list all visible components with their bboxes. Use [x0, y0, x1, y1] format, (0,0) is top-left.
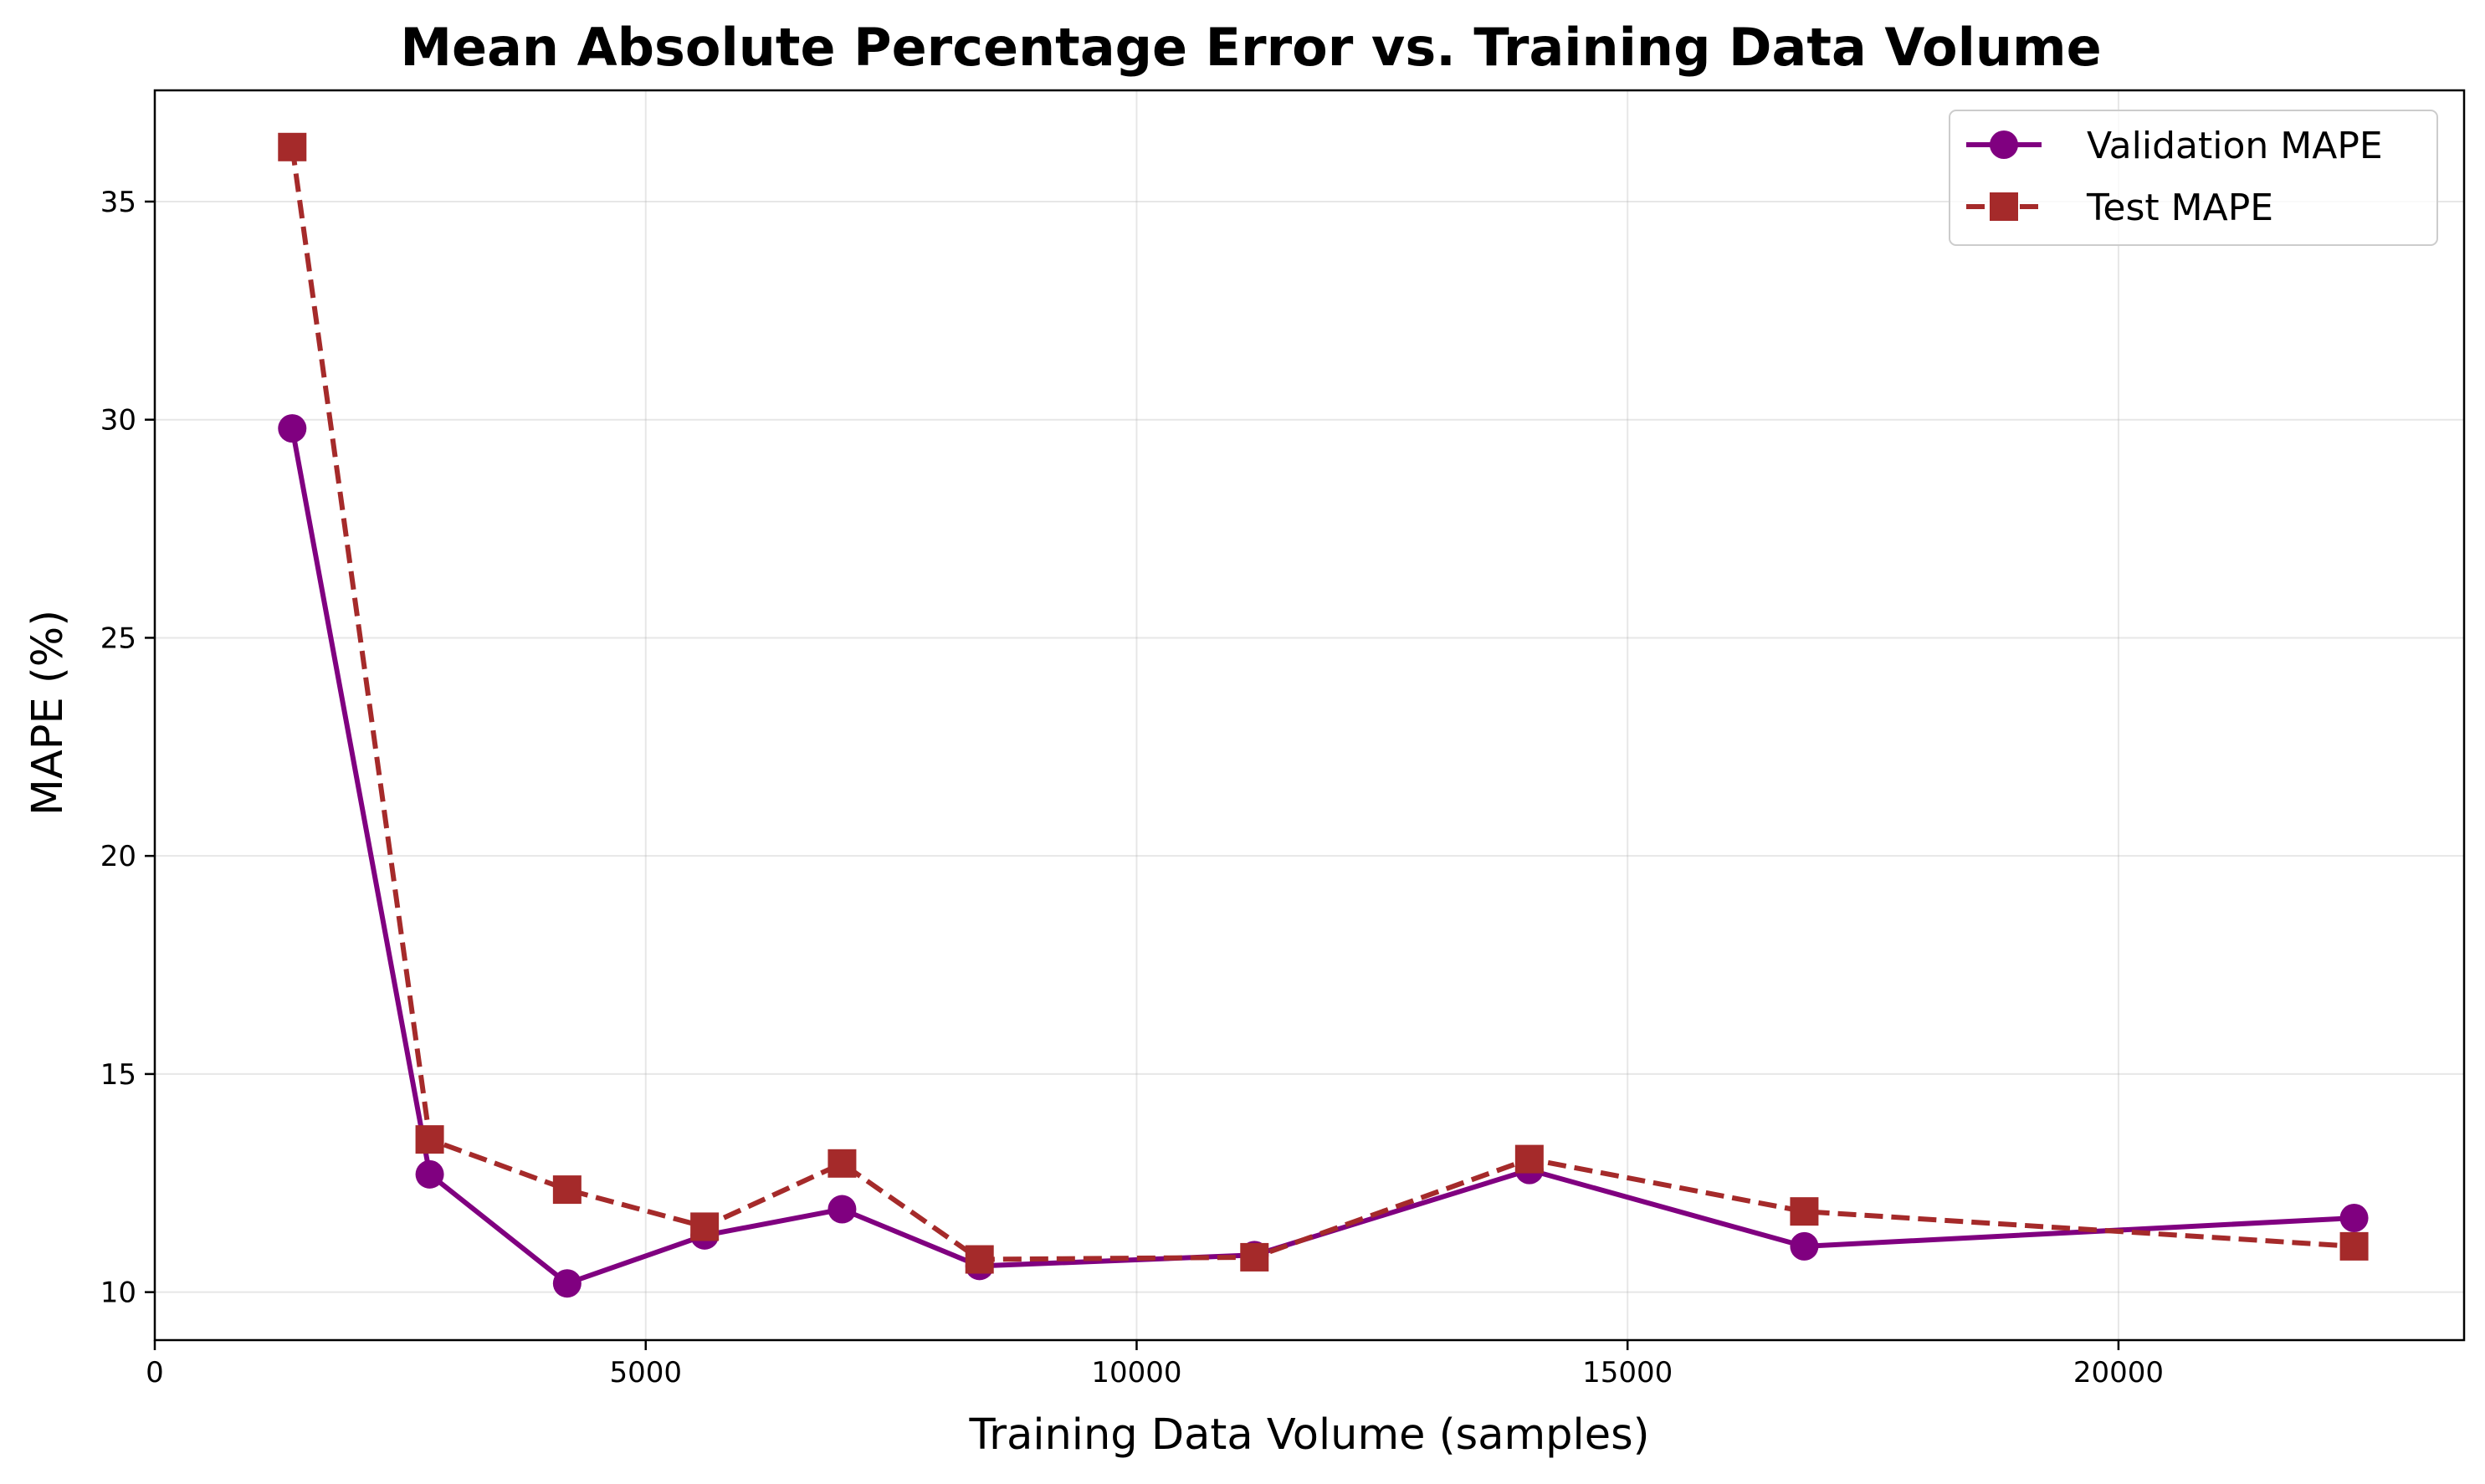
data-point: [552, 1175, 582, 1205]
plot-frame: [153, 89, 2466, 1342]
legend-label: Test MAPE: [2086, 187, 2273, 229]
legend-marker: [1990, 192, 2018, 221]
series-line: [289, 146, 2354, 1262]
data-point: [552, 1269, 582, 1298]
y-tick-label: 25: [100, 622, 136, 655]
legend-label: Validation MAPE: [2087, 125, 2383, 167]
x-tick-label: 5000: [609, 1356, 682, 1389]
data-point: [2339, 1231, 2369, 1261]
data-point: [690, 1212, 720, 1241]
data-point: [827, 1195, 857, 1224]
x-axis-ticks: 0 5000 10000 15000 20000: [146, 1340, 2164, 1389]
y-tick-label: 35: [100, 186, 136, 219]
data-point: [2339, 1203, 2369, 1232]
x-tick-label: 10000: [1091, 1356, 1181, 1389]
y-tick-label: 15: [100, 1058, 136, 1092]
y-axis-ticks: 10 15 20 25 30 35: [100, 186, 155, 1310]
data-point: [278, 132, 307, 161]
legend-entry: Test MAPE: [1966, 187, 2273, 229]
data-point: [1240, 1242, 1269, 1272]
data-point: [1514, 1144, 1544, 1174]
y-tick-label: 30: [100, 404, 136, 438]
plot-series: [278, 132, 2369, 1298]
data-point: [965, 1245, 994, 1274]
legend-box: [1949, 110, 2438, 246]
y-tick-label: 10: [100, 1277, 136, 1310]
series-1: [278, 132, 2369, 1274]
data-point: [278, 414, 307, 443]
data-point: [1790, 1197, 1819, 1226]
legend: Validation MAPE Test MAPE: [1949, 110, 2438, 246]
data-point: [415, 1159, 444, 1189]
x-axis-label: Training Data Volume (samples): [968, 1410, 1649, 1460]
data-point: [1790, 1231, 1819, 1261]
x-tick-label: 15000: [1582, 1356, 1673, 1389]
y-axis-label: MAPE (%): [23, 610, 73, 816]
legend-marker: [1990, 130, 2018, 159]
x-tick-label: 20000: [2073, 1356, 2164, 1389]
chart-title: Mean Absolute Percentage Error vs. Train…: [400, 17, 2101, 78]
data-point: [827, 1149, 857, 1178]
legend-entry: Validation MAPE: [1966, 125, 2383, 167]
data-point: [415, 1125, 444, 1154]
y-tick-label: 20: [100, 840, 136, 873]
x-tick-label: 0: [146, 1356, 164, 1389]
series-line: [289, 427, 2354, 1287]
